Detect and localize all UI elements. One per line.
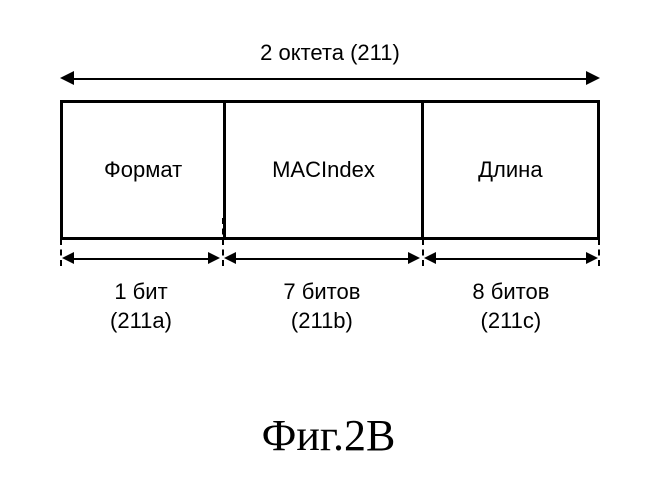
ref-text: (211c) (481, 308, 542, 333)
width-arrow-length (422, 246, 600, 270)
packet-header-diagram: 2 октета (211) Формат MACIndex Длина (60, 40, 600, 335)
bits-text: 7 битов (283, 279, 360, 304)
ref-text: (211b) (291, 308, 353, 333)
field-label: Формат (104, 157, 182, 183)
width-arrow-format (60, 246, 222, 270)
total-width-arrow (60, 68, 600, 88)
field-label: MACIndex (272, 157, 375, 183)
total-width-label: 2 октета (211) (60, 40, 600, 66)
bits-text: 1 бит (114, 279, 167, 304)
width-label-length: 8 битов (211c) (422, 278, 600, 335)
field-macindex: MACIndex (223, 103, 421, 237)
field-width-arrows (60, 246, 600, 270)
figure-caption: Фиг.2B (0, 410, 657, 461)
field-format: Формат (63, 103, 223, 237)
width-label-format: 1 бит (211a) (60, 278, 222, 335)
field-length: Длина (421, 103, 597, 237)
field-width-labels: 1 бит (211a) 7 битов (211b) 8 битов (211… (60, 278, 600, 335)
fields-row: Формат MACIndex Длина (60, 100, 600, 240)
ref-text: (211a) (110, 308, 172, 333)
total-width-indicator: 2 октета (211) (60, 40, 600, 90)
width-arrow-macindex (222, 246, 422, 270)
width-label-macindex: 7 битов (211b) (222, 278, 422, 335)
field-label: Длина (478, 157, 542, 183)
bits-text: 8 битов (472, 279, 549, 304)
